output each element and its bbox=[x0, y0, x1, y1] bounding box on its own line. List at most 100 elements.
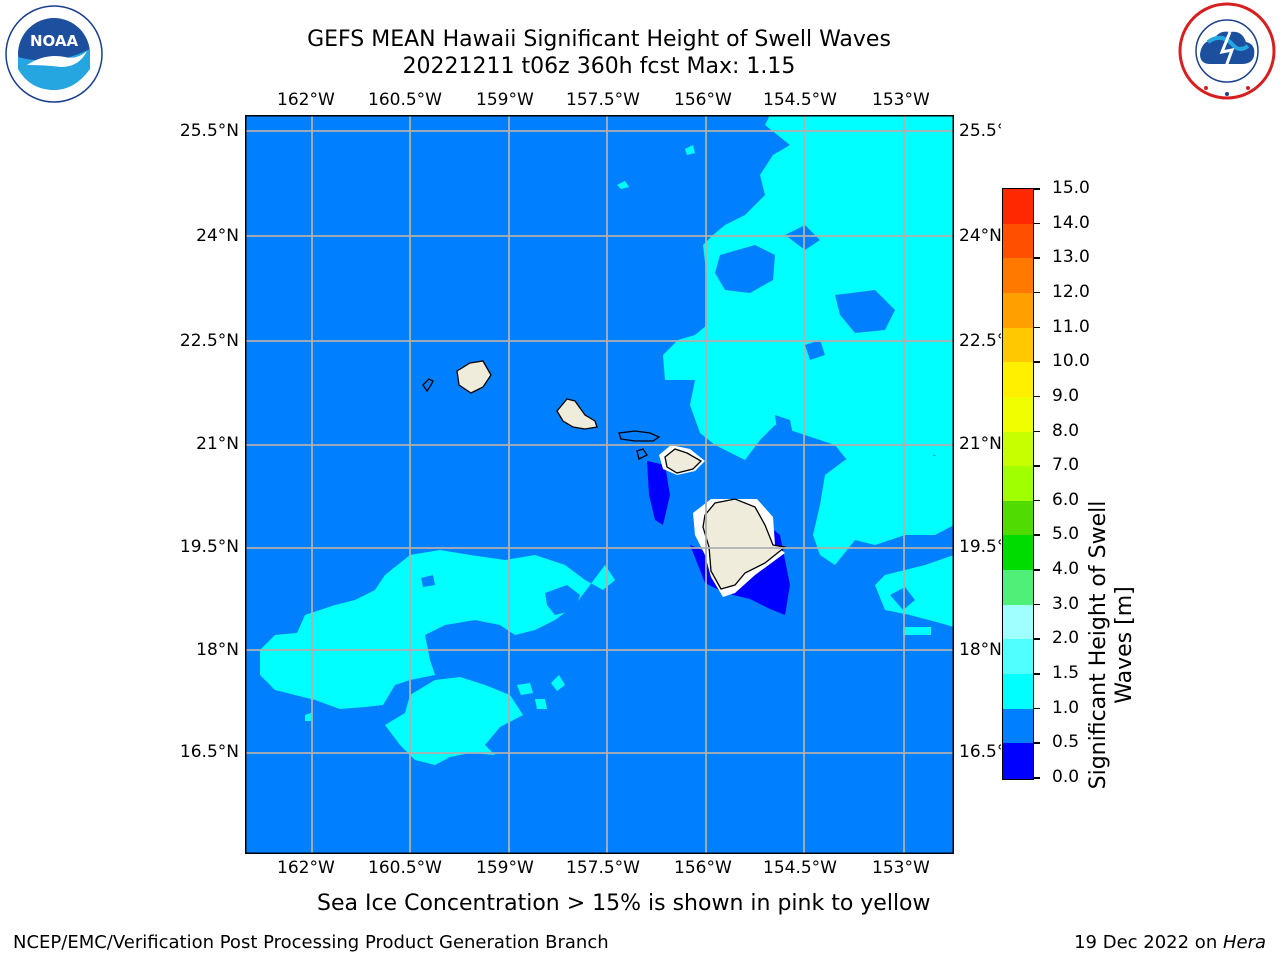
left-y-tick: 16.5°N bbox=[179, 742, 239, 762]
colorbar-segment bbox=[1003, 327, 1033, 363]
colorbar-tick-label: 2.0 bbox=[1052, 628, 1080, 649]
colorbar-tick-mark bbox=[1034, 326, 1040, 329]
sea-ice-note: Sea Ice Concentration > 15% is shown in … bbox=[317, 891, 931, 916]
chart-title-line2: 20221211 t06z 360h fcst Max: 1.15 bbox=[402, 54, 796, 79]
colorbar-tick-label: 9.0 bbox=[1052, 385, 1080, 406]
colorbar-tick-mark bbox=[1034, 257, 1040, 259]
colorbar-segment bbox=[1003, 258, 1033, 294]
molokai-island bbox=[618, 430, 661, 442]
footer-left: NCEP/EMC/Verification Post Processing Pr… bbox=[13, 932, 609, 953]
right-y-ticks-clip: 25.5°N 24°N 22.5°N 21°N 19.5°N 18°N 16.5… bbox=[959, 110, 1001, 790]
top-x-tick: 153°W bbox=[872, 90, 930, 110]
colorbar-tick-label: 4.0 bbox=[1052, 559, 1080, 580]
colorbar-segment bbox=[1003, 431, 1033, 467]
colorbar-tick-label: 14.0 bbox=[1052, 212, 1090, 233]
colorbar-tick-mark bbox=[1034, 603, 1040, 606]
colorbar-tick-label: 11.0 bbox=[1052, 316, 1090, 337]
chart-title-line1: GEFS MEAN Hawaii Significant Height of S… bbox=[307, 27, 891, 52]
top-x-tick: 159°W bbox=[476, 90, 534, 110]
right-y-tick: 24°N bbox=[959, 226, 1001, 246]
footer-host: Hera bbox=[1222, 932, 1266, 953]
footer-date: 19 Dec 2022 on bbox=[1074, 932, 1223, 953]
colorbar-tick-label: 0.5 bbox=[1052, 732, 1080, 753]
colorbar-tick-mark bbox=[1034, 430, 1040, 433]
colorbar-tick-mark bbox=[1034, 465, 1040, 467]
hawaiian-islands bbox=[422, 360, 787, 597]
colorbar-segment bbox=[1003, 396, 1033, 433]
colorbar-tick-label: 15.0 bbox=[1052, 178, 1090, 198]
lanai-island bbox=[636, 448, 648, 460]
colorbar-tick-mark bbox=[1034, 673, 1040, 675]
swell-0.5-to-1m-holes bbox=[421, 225, 915, 615]
colorbar-ticks: 15.0 14.0 13.0 12.0 11.0 10.0 9.0 8.0 7.0 6.0 5.0 4… bbox=[1034, 178, 1114, 787]
colorbar-segment bbox=[1003, 223, 1033, 259]
right-y-tick: 19.5°N bbox=[959, 537, 1001, 557]
colorbar-tick-label: 7.0 bbox=[1052, 455, 1080, 476]
colorbar bbox=[1002, 188, 1034, 780]
colorbar-tick-label: 8.0 bbox=[1052, 420, 1080, 441]
right-y-tick: 21°N bbox=[959, 434, 1001, 454]
bottom-x-tick: 162°W bbox=[277, 858, 335, 878]
top-x-tick: 154.5°W bbox=[763, 90, 837, 110]
top-x-tick: 156°W bbox=[674, 90, 732, 110]
niihau-island bbox=[422, 378, 434, 393]
top-x-tick: 162°W bbox=[277, 90, 335, 110]
colorbar-tick-mark bbox=[1034, 222, 1040, 225]
colorbar-tick-label: 13.0 bbox=[1052, 247, 1090, 268]
noaa-logo-text: NOAA bbox=[30, 32, 79, 50]
bottom-x-tick: 153°W bbox=[872, 858, 930, 878]
colorbar-tick-mark bbox=[1034, 777, 1040, 779]
colorbar-tick-mark bbox=[1034, 361, 1040, 363]
left-y-tick: 18°N bbox=[196, 640, 239, 660]
colorbar-segment bbox=[1003, 466, 1033, 502]
colorbar-segment bbox=[1003, 674, 1033, 710]
left-y-tick: 25.5°N bbox=[179, 121, 239, 141]
colorbar-segment bbox=[1003, 500, 1033, 537]
footer-right: 19 Dec 2022 on Hera bbox=[1074, 932, 1266, 954]
swell-height-map bbox=[245, 115, 954, 854]
right-y-tick: 25.5°N bbox=[959, 121, 1001, 141]
colorbar-tick-mark bbox=[1034, 569, 1040, 571]
colorbar-segment bbox=[1003, 570, 1033, 606]
oahu-island bbox=[556, 398, 598, 430]
swell-1-to-1.5m-areas bbox=[260, 115, 954, 765]
colorbar-segment bbox=[1003, 743, 1033, 779]
top-x-tick: 157.5°W bbox=[566, 90, 640, 110]
left-y-tick: 24°N bbox=[196, 226, 239, 246]
colorbar-segment bbox=[1003, 708, 1033, 744]
bottom-x-tick: 160.5°W bbox=[368, 858, 442, 878]
bottom-x-tick: 156°W bbox=[674, 858, 732, 878]
colorbar-tick-mark bbox=[1034, 499, 1040, 502]
colorbar-segment bbox=[1003, 639, 1033, 675]
colorbar-segment bbox=[1003, 535, 1033, 571]
left-y-tick: 19.5°N bbox=[179, 537, 239, 557]
colorbar-tick-mark bbox=[1034, 742, 1040, 744]
top-x-tick: 160.5°W bbox=[368, 90, 442, 110]
kauai-island bbox=[456, 360, 492, 394]
colorbar-segment bbox=[1003, 292, 1033, 329]
colorbar-segment bbox=[1003, 362, 1033, 398]
big-island bbox=[702, 498, 787, 590]
bottom-x-tick: 157.5°W bbox=[566, 858, 640, 878]
colorbar-tick-label: 10.0 bbox=[1052, 351, 1090, 372]
right-y-tick: 16.5°N bbox=[959, 742, 1001, 762]
colorbar-segment bbox=[1003, 189, 1033, 225]
right-y-tick: 18°N bbox=[959, 640, 1001, 660]
colorbar-tick-label: 3.0 bbox=[1052, 593, 1080, 614]
map-gridlines bbox=[245, 115, 954, 854]
colorbar-tick-label: 1.0 bbox=[1052, 697, 1080, 718]
colorbar-tick-mark bbox=[1034, 638, 1040, 640]
colorbar-tick-label: 0.0 bbox=[1052, 767, 1080, 787]
colorbar-segment bbox=[1003, 604, 1033, 640]
colorbar-label-line1: Significant Height of Swell bbox=[1086, 500, 1111, 790]
colorbar-tick-mark bbox=[1034, 291, 1040, 294]
colorbar-label-line2: Waves [m] bbox=[1112, 586, 1137, 704]
colorbar-tick-mark bbox=[1034, 707, 1040, 710]
left-y-tick: 22.5°N bbox=[179, 331, 239, 351]
colorbar-tick-label: 6.0 bbox=[1052, 489, 1080, 510]
colorbar-tick-mark bbox=[1034, 188, 1040, 190]
colorbar-tick-mark bbox=[1034, 395, 1040, 398]
maui-island bbox=[664, 448, 703, 474]
colorbar-tick-label: 5.0 bbox=[1052, 524, 1080, 545]
left-y-tick: 21°N bbox=[196, 434, 239, 454]
